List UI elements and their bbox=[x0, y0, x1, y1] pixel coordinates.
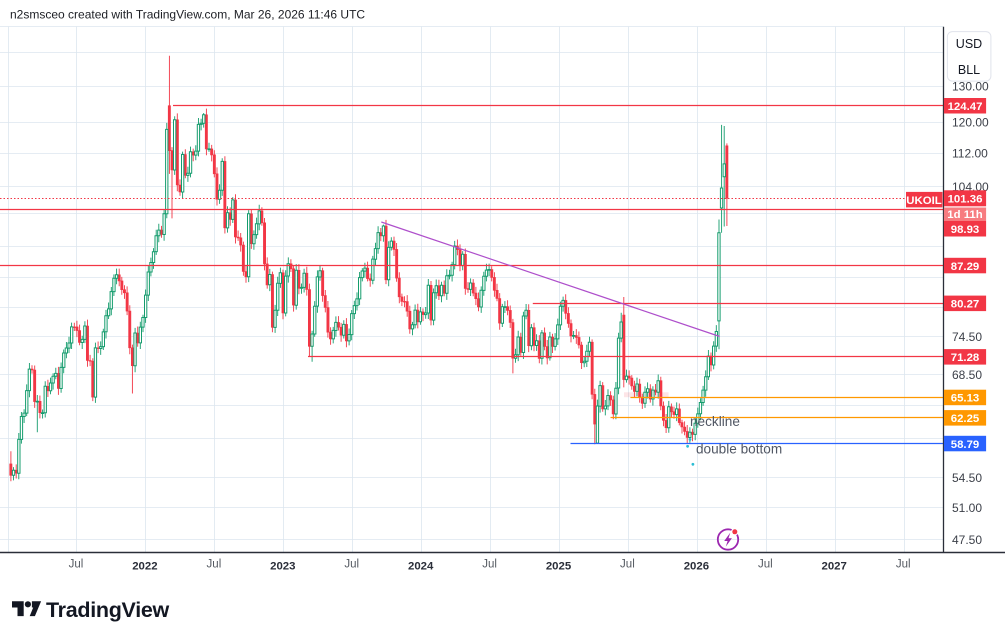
svg-text:Jul: Jul bbox=[620, 559, 635, 571]
svg-text:2022: 2022 bbox=[132, 561, 157, 573]
svg-text:68.50: 68.50 bbox=[952, 368, 982, 382]
svg-text:Jul: Jul bbox=[207, 559, 222, 571]
svg-text:80.27: 80.27 bbox=[951, 299, 980, 311]
svg-text:TradingView: TradingView bbox=[46, 598, 170, 622]
svg-text:BLL: BLL bbox=[958, 63, 980, 77]
svg-text:Jul: Jul bbox=[482, 559, 497, 571]
svg-text:54.50: 54.50 bbox=[952, 471, 982, 485]
svg-text:2025: 2025 bbox=[546, 561, 572, 573]
svg-text:USD: USD bbox=[956, 37, 982, 51]
svg-text:Jul: Jul bbox=[344, 559, 359, 571]
svg-text:UKOIL: UKOIL bbox=[906, 195, 941, 207]
svg-text:Jul: Jul bbox=[69, 559, 84, 571]
svg-text:74.50: 74.50 bbox=[952, 330, 982, 344]
svg-text:double bottom: double bottom bbox=[696, 442, 782, 457]
svg-text:1d 11h: 1d 11h bbox=[947, 209, 982, 221]
svg-text:2026: 2026 bbox=[684, 561, 709, 573]
svg-text:87.29: 87.29 bbox=[951, 261, 980, 273]
svg-text:112.00: 112.00 bbox=[952, 147, 988, 161]
svg-text:101.36: 101.36 bbox=[948, 194, 983, 206]
svg-text:Jul: Jul bbox=[758, 559, 773, 571]
svg-text:98.93: 98.93 bbox=[951, 224, 980, 236]
svg-text:neckline: neckline bbox=[690, 414, 740, 429]
svg-text:Jul: Jul bbox=[896, 559, 911, 571]
svg-text:2027: 2027 bbox=[822, 561, 847, 573]
svg-text:65.13: 65.13 bbox=[951, 393, 980, 405]
svg-text:47.50: 47.50 bbox=[952, 533, 982, 547]
svg-text:2024: 2024 bbox=[408, 561, 434, 573]
svg-text:124.47: 124.47 bbox=[948, 101, 983, 113]
svg-text:130.00: 130.00 bbox=[952, 79, 989, 93]
svg-text:71.28: 71.28 bbox=[951, 352, 980, 364]
svg-text:120.00: 120.00 bbox=[952, 116, 989, 130]
svg-text:2023: 2023 bbox=[270, 561, 295, 573]
svg-text:58.79: 58.79 bbox=[951, 439, 980, 451]
svg-text:51.00: 51.00 bbox=[952, 501, 982, 515]
svg-text:n2smsceo created with TradingV: n2smsceo created with TradingView.com, M… bbox=[10, 8, 365, 22]
svg-text:62.25: 62.25 bbox=[951, 413, 980, 425]
